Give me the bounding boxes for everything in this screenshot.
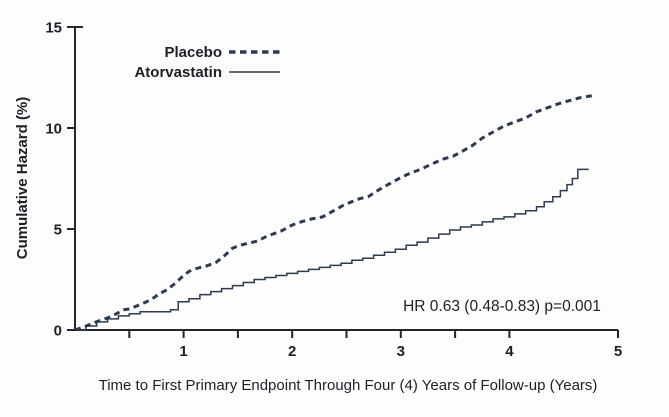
x-axis-title: Time to First Primary Endpoint Through F… <box>99 377 598 394</box>
y-tick-label: 15 <box>45 20 62 37</box>
legend-label-placebo: Placebo <box>164 44 222 61</box>
y-tick-label: 5 <box>54 222 62 239</box>
x-tick-label: 2 <box>288 343 296 360</box>
y-tick-label: 0 <box>54 323 62 340</box>
legend: Placebo Atorvastatin <box>134 44 280 81</box>
axes: 0 5 10 15 1 2 3 4 5 <box>45 20 622 361</box>
y-tick-label: 10 <box>45 121 62 138</box>
x-tick-label: 4 <box>505 343 514 360</box>
atorvastatin-curve <box>75 168 589 331</box>
placebo-curve <box>74 94 593 332</box>
legend-label-atorvastatin: Atorvastatin <box>134 64 222 81</box>
x-tick-label: 1 <box>179 343 187 360</box>
x-tick-label: 3 <box>397 343 405 360</box>
x-tick-label: 5 <box>614 343 622 360</box>
hazard-ratio-annotation: HR 0.63 (0.48-0.83) p=0.001 <box>403 298 601 315</box>
y-axis-title: Cumulative Hazard (%) <box>14 97 31 260</box>
